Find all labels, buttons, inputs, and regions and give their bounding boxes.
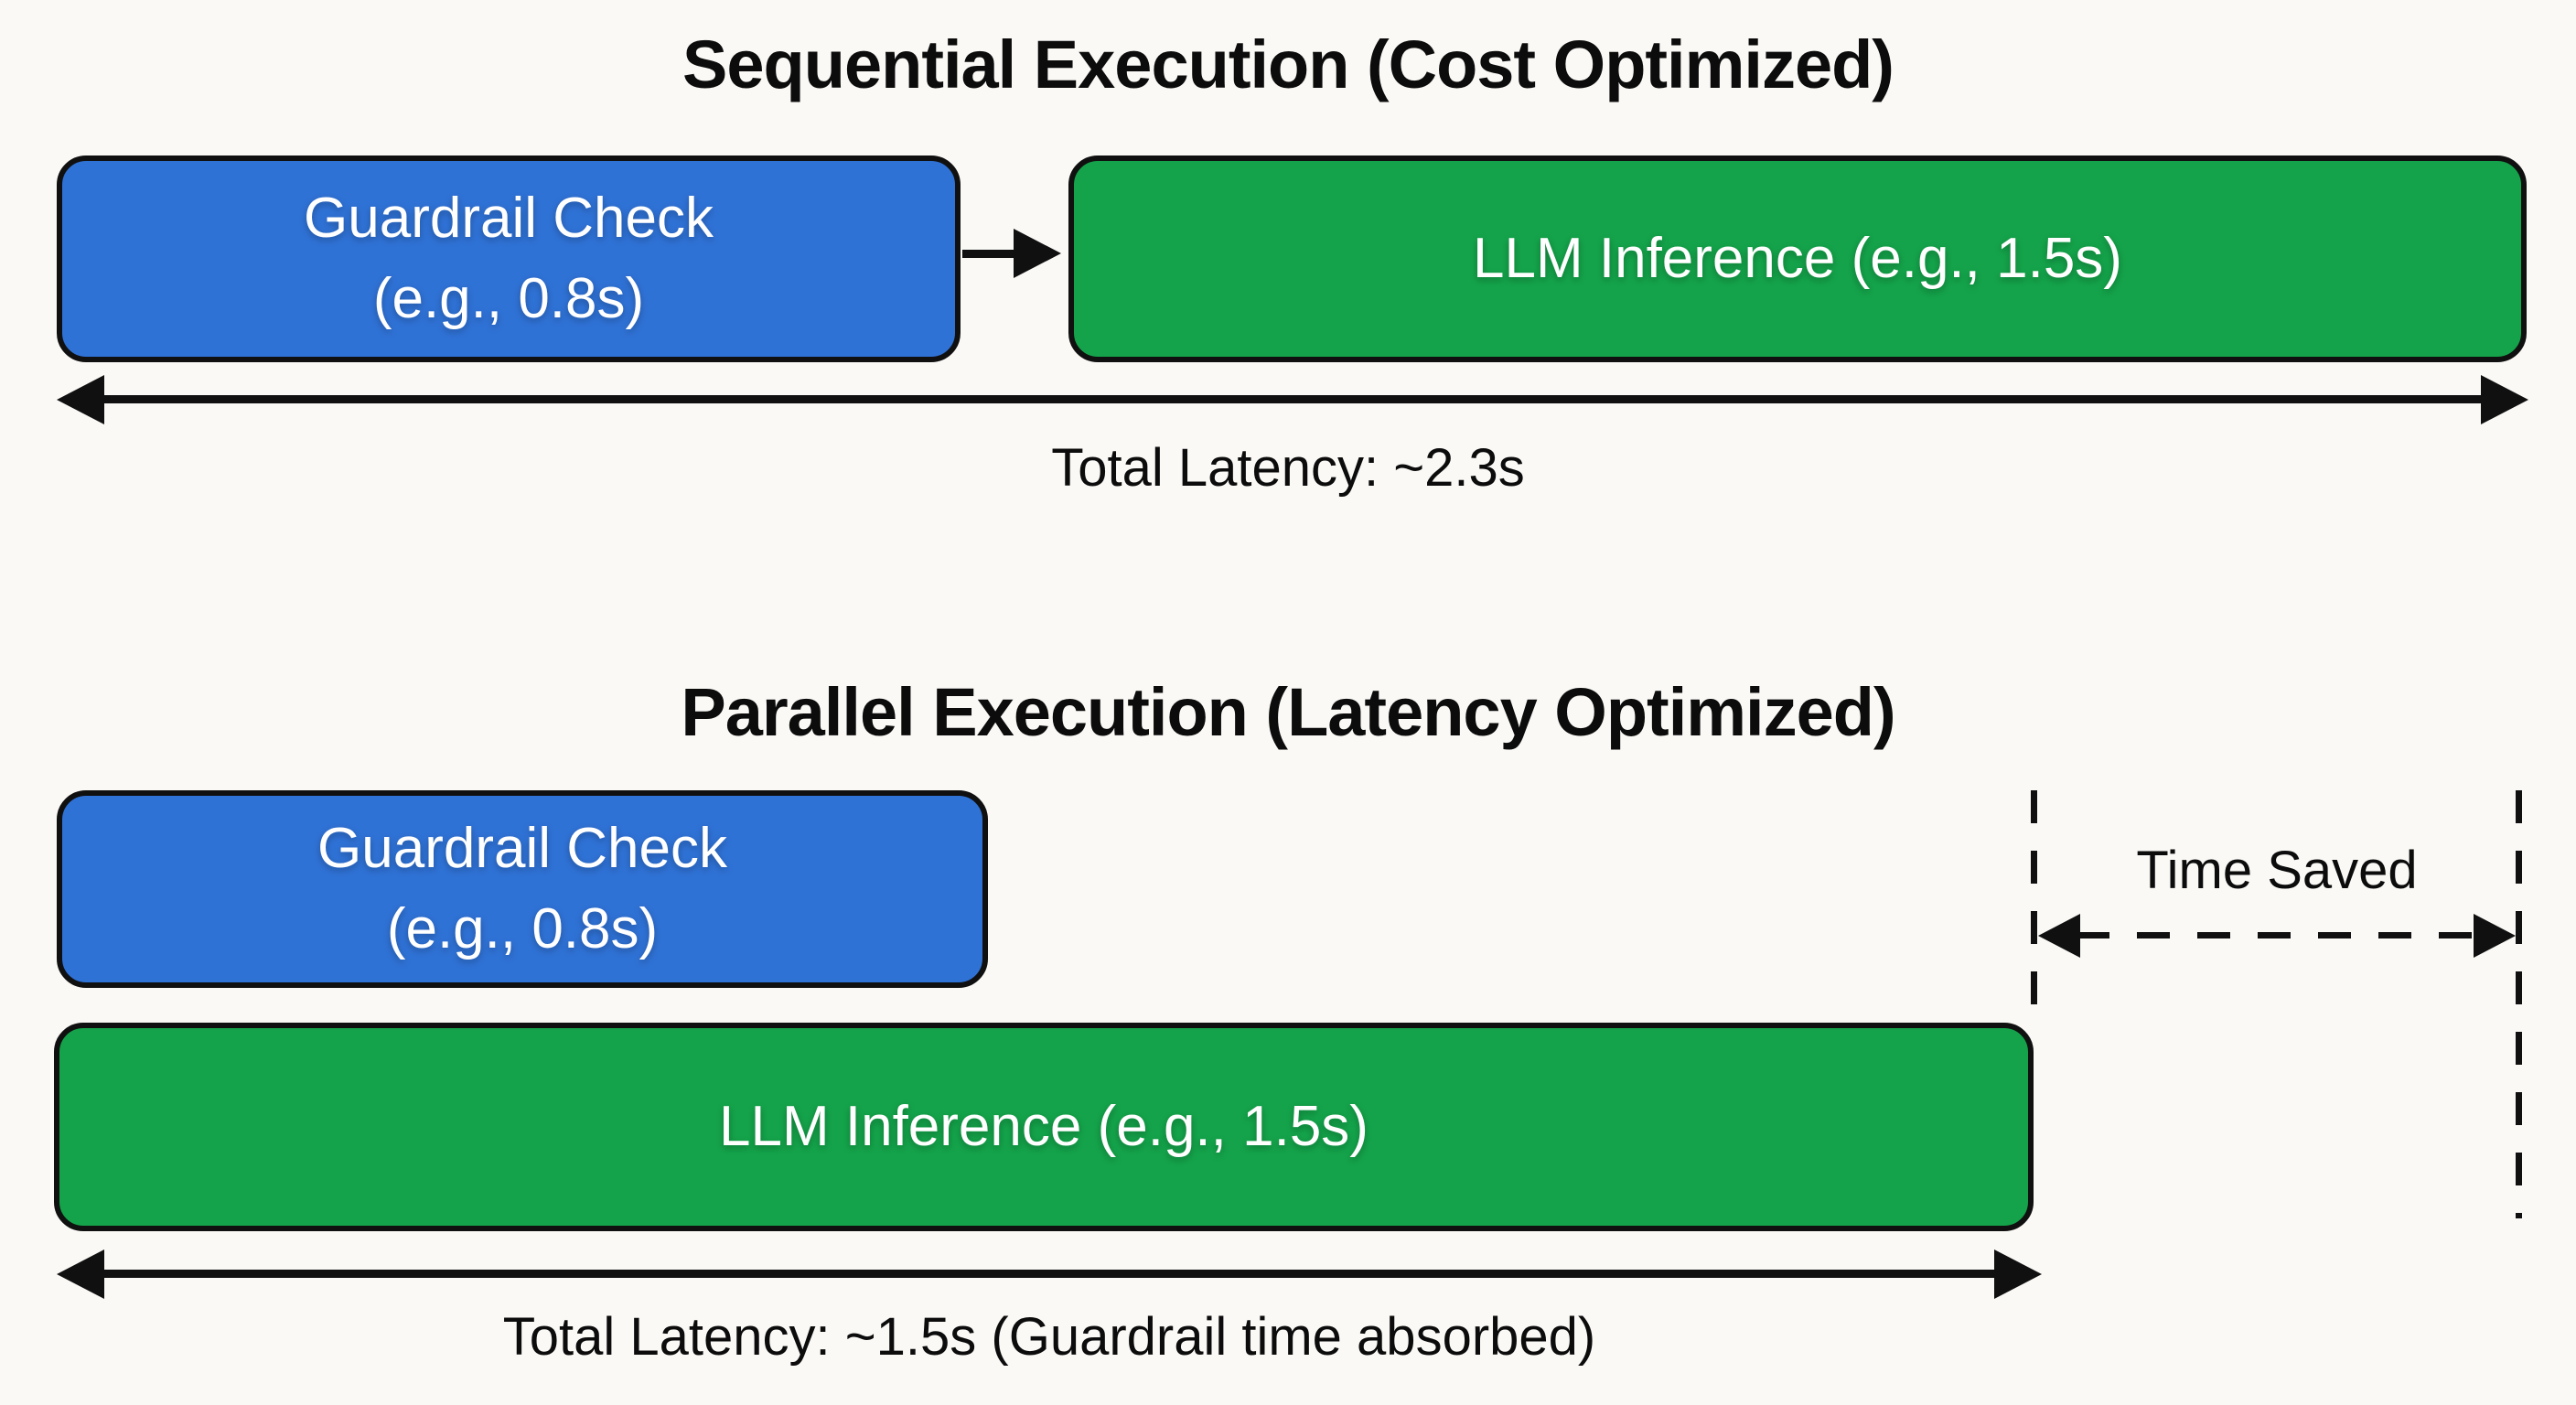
guardrail-check-name: Guardrail Check	[304, 186, 714, 250]
dashed-arrow-shaft	[2077, 932, 2479, 938]
arrow-shaft	[97, 1270, 1996, 1278]
left-arrowhead-icon	[57, 1249, 104, 1299]
guardrail-check-duration: (e.g., 0.8s)	[372, 267, 645, 330]
guardrail-check-name: Guardrail Check	[317, 816, 727, 880]
guardrail-check-box-parallel: Guardrail Check (e.g., 0.8s)	[57, 790, 988, 988]
llm-inference-box-sequential: LLM Inference (e.g., 1.5s)	[1068, 156, 2527, 362]
right-arrowhead-icon	[2481, 375, 2528, 424]
llm-inference-label: LLM Inference (e.g., 1.5s)	[719, 1094, 1368, 1158]
guardrail-check-box-sequential: Guardrail Check (e.g., 0.8s)	[57, 156, 961, 362]
sequential-title: Sequential Execution (Cost Optimized)	[682, 27, 1894, 102]
flow-arrowhead-icon	[1014, 229, 1061, 278]
total-latency-label-sequential: Total Latency: ~2.3s	[1051, 438, 1525, 498]
dashed-boundary-line-left	[2031, 790, 2037, 1023]
time-saved-label: Time Saved	[2136, 841, 2418, 900]
guardrail-check-duration: (e.g., 0.8s)	[386, 897, 659, 960]
arrow-shaft	[97, 395, 2483, 403]
dashed-boundary-line-right	[2516, 790, 2522, 1218]
llm-inference-label: LLM Inference (e.g., 1.5s)	[1473, 226, 2122, 290]
right-arrowhead-icon	[1994, 1249, 2042, 1299]
llm-inference-box-parallel: LLM Inference (e.g., 1.5s)	[54, 1023, 2034, 1231]
right-arrowhead-icon	[2474, 914, 2516, 958]
parallel-title: Parallel Execution (Latency Optimized)	[681, 674, 1895, 750]
total-latency-label-parallel: Total Latency: ~1.5s (Guardrail time abs…	[502, 1307, 1596, 1367]
left-arrowhead-icon	[2038, 914, 2080, 958]
flow-arrow-shaft	[962, 250, 1021, 258]
left-arrowhead-icon	[57, 375, 104, 424]
